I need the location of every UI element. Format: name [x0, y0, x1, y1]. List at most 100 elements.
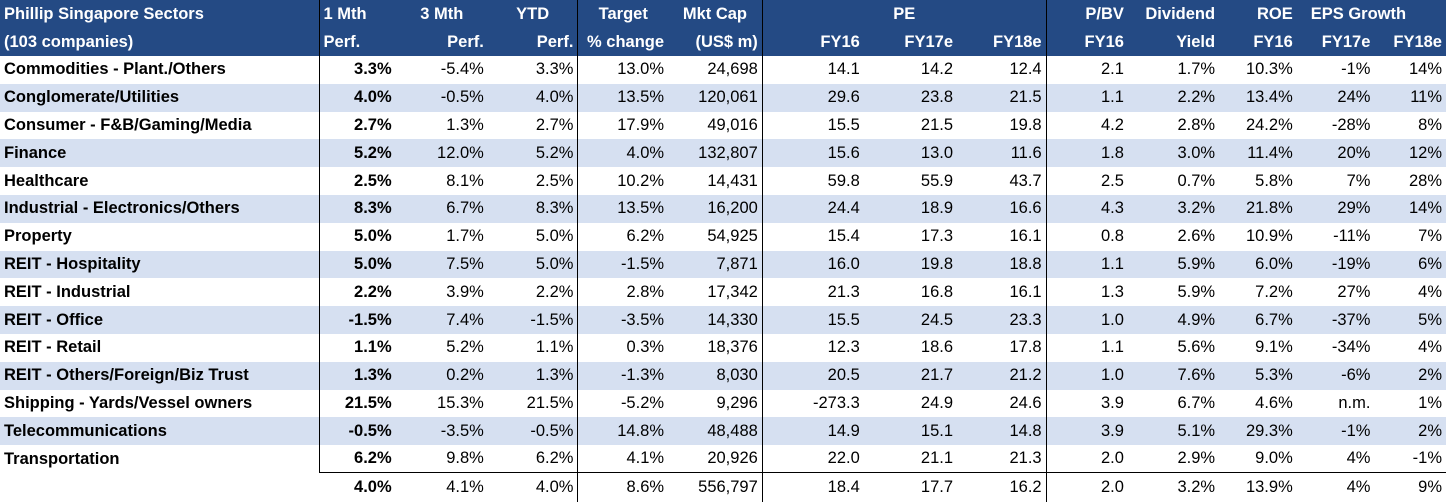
- eps-fy17e-cell: -6%: [1296, 361, 1375, 390]
- target-change-cell: 0.3%: [626, 338, 665, 357]
- perf-1mth-cell: 2.2%: [354, 282, 392, 301]
- perf-3mth-cell: 7.5%: [395, 250, 488, 279]
- table-row: Shipping - Yards/Vessel owners 21.5% 15.3%…: [0, 389, 1446, 418]
- perf-1mth-cell: 4.0%: [319, 83, 396, 112]
- eps-fy17e-cell: 29%: [1296, 194, 1375, 223]
- eps-fy17e-cell: -11%: [1333, 227, 1371, 246]
- pbv-fy16-cell: 1.1: [1045, 83, 1128, 112]
- target-change-cell: 13.5%: [577, 194, 669, 223]
- target-change-cell: 13.0%: [617, 60, 665, 79]
- total-mkt-cap-cell: 556,797: [668, 472, 763, 502]
- pe-fy16-cell: 59.8: [827, 171, 860, 190]
- eps-fy18e-cell: 8%: [1418, 115, 1442, 134]
- pe-fy16-cell: 16.0: [762, 250, 864, 279]
- roe-fy16-cell: 10.3%: [1245, 60, 1293, 79]
- perf-3mth-cell: 8.1%: [446, 171, 484, 190]
- eps-fy18e-cell: 14%: [1374, 194, 1446, 223]
- total-pbv-fy16-cell: 2.0: [1045, 472, 1128, 502]
- roe-fy16-cell: 21.8%: [1219, 194, 1297, 223]
- table-row: Industrial - Electronics/Others 8.3% 6.7% 8…: [0, 194, 1446, 223]
- col-3mth-bottom: Perf.: [395, 29, 488, 56]
- pe-fy18e-cell: 11.6: [957, 139, 1047, 168]
- pe-fy17e-cell: 16.8: [920, 282, 954, 301]
- dividend-yield-cell: 6.7%: [1177, 393, 1216, 412]
- perf-1mth-cell: -0.5%: [319, 417, 396, 446]
- pe-fy17e-cell: 55.9: [920, 171, 954, 190]
- pe-fy17e-cell: 19.8: [863, 250, 958, 279]
- mkt-cap-cell: 54,925: [668, 222, 763, 251]
- pe-fy17e-cell: 24.5: [863, 306, 958, 334]
- perf-ytd-cell: 21.5%: [487, 389, 579, 418]
- table-row: REIT - Office -1.5% 7.4% -1.5% -3.5% 14,330 15…: [0, 306, 1446, 334]
- sector-name-cell: Property: [0, 222, 320, 251]
- roe-fy16-cell: 13.4%: [1219, 83, 1297, 112]
- total-row: 4.0% 4.1% 4.0% 8.6% 556,797 18.4 17.7 16.2 2.0 3.…: [0, 472, 1446, 502]
- pe-fy18e-cell: 18.8: [957, 250, 1047, 279]
- perf-3mth-cell: 5.2%: [446, 338, 484, 357]
- perf-ytd-cell: 4.0%: [487, 83, 579, 112]
- perf-3mth-cell: 3.9%: [446, 282, 484, 301]
- perf-1mth-cell: 5.0%: [354, 227, 392, 246]
- col-eps-fy17e: FY17e: [1296, 29, 1375, 56]
- sector-name-cell: Shipping - Yards/Vessel owners: [0, 389, 320, 418]
- target-change-cell: 6.2%: [626, 227, 665, 246]
- pe-fy16-cell: 24.4: [762, 194, 864, 223]
- target-change-cell: -1.5%: [577, 250, 669, 279]
- perf-ytd-cell: -1.5%: [487, 306, 579, 334]
- sector-name-cell: Industrial - Electronics/Others: [0, 194, 320, 223]
- perf-3mth-cell: 6.7%: [395, 194, 488, 223]
- sector-name-cell: REIT - Hospitality: [0, 250, 320, 279]
- perf-3mth-cell: 15.3%: [437, 393, 484, 412]
- col-mktcap-bottom: (US$ m): [668, 29, 763, 56]
- perf-1mth-cell: 3.3%: [354, 60, 392, 79]
- target-change-cell: 4.0%: [577, 139, 669, 168]
- perf-1mth-cell: 2.7%: [354, 115, 392, 134]
- perf-1mth-cell: -1.5%: [319, 306, 396, 334]
- pe-fy16-cell: -273.3: [813, 393, 860, 412]
- col-1mth-top: 1 Mth: [319, 0, 396, 29]
- perf-ytd-cell: 2.5%: [487, 167, 579, 195]
- pe-fy16-cell: 14.1: [827, 60, 860, 79]
- target-change-cell: -3.5%: [577, 306, 669, 334]
- table-row: Consumer - F&B/Gaming/Media 2.7% 1.3% 2.7% 1…: [0, 111, 1446, 140]
- total-row-spacer: [0, 473, 319, 502]
- dividend-yield-cell: 5.6%: [1177, 338, 1216, 357]
- perf-3mth-cell: 7.4%: [395, 306, 488, 334]
- pbv-fy16-cell: 1.1: [1045, 333, 1128, 362]
- mkt-cap-cell: 18,376: [668, 333, 763, 362]
- perf-ytd-cell: 6.2%: [487, 445, 579, 473]
- table-row: REIT - Hospitality 5.0% 7.5% 5.0% -1.5% 7,871…: [0, 250, 1446, 279]
- pe-fy16-cell: 15.6: [762, 139, 864, 168]
- perf-ytd-cell: 8.3%: [487, 194, 579, 223]
- pe-fy17e-cell: 13.0: [863, 139, 958, 168]
- table-header: Phillip Singapore Sectors 1 Mth 3 Mth YT…: [0, 0, 1446, 56]
- col-1mth-bottom: Perf.: [319, 29, 396, 56]
- pe-fy18e-cell: 16.6: [957, 194, 1047, 223]
- table-row: Transportation 6.2% 9.8% 6.2% 4.1% 20,926 22.0…: [0, 445, 1446, 473]
- eps-fy17e-cell: 4%: [1346, 449, 1371, 468]
- perf-3mth-cell: -5.4%: [440, 60, 484, 79]
- pe-fy18e-cell: 21.5: [957, 83, 1047, 112]
- pbv-fy16-cell: 3.9: [1045, 417, 1128, 446]
- sector-name-cell: Healthcare: [0, 167, 320, 195]
- mkt-cap-cell: 120,061: [668, 83, 763, 112]
- sector-name-cell: REIT - Industrial: [0, 278, 320, 307]
- dividend-yield-cell: 5.1%: [1127, 417, 1220, 446]
- pe-fy17e-cell: 18.6: [920, 338, 954, 357]
- perf-ytd-cell: 5.0%: [487, 222, 579, 251]
- pe-fy18e-cell: 12.4: [1009, 60, 1042, 79]
- roe-fy16-cell: 6.7%: [1219, 306, 1297, 334]
- col-dividend-yield: Yield: [1127, 29, 1220, 56]
- perf-1mth-cell: 2.5%: [354, 171, 392, 190]
- pbv-fy16-cell: 0.8: [1045, 222, 1128, 251]
- dividend-yield-cell: 3.0%: [1127, 139, 1220, 168]
- perf-1mth-cell: 6.2%: [354, 449, 392, 468]
- mkt-cap-cell: 9,296: [668, 389, 763, 418]
- pe-fy17e-cell: 21.5: [920, 115, 954, 134]
- roe-fy16-cell: 24.2%: [1245, 115, 1293, 134]
- eps-fy18e-cell: 6%: [1374, 250, 1446, 279]
- pe-fy16-cell: 29.6: [762, 83, 864, 112]
- mkt-cap-cell: 14,431: [668, 167, 763, 195]
- eps-fy17e-cell: -28%: [1331, 115, 1371, 134]
